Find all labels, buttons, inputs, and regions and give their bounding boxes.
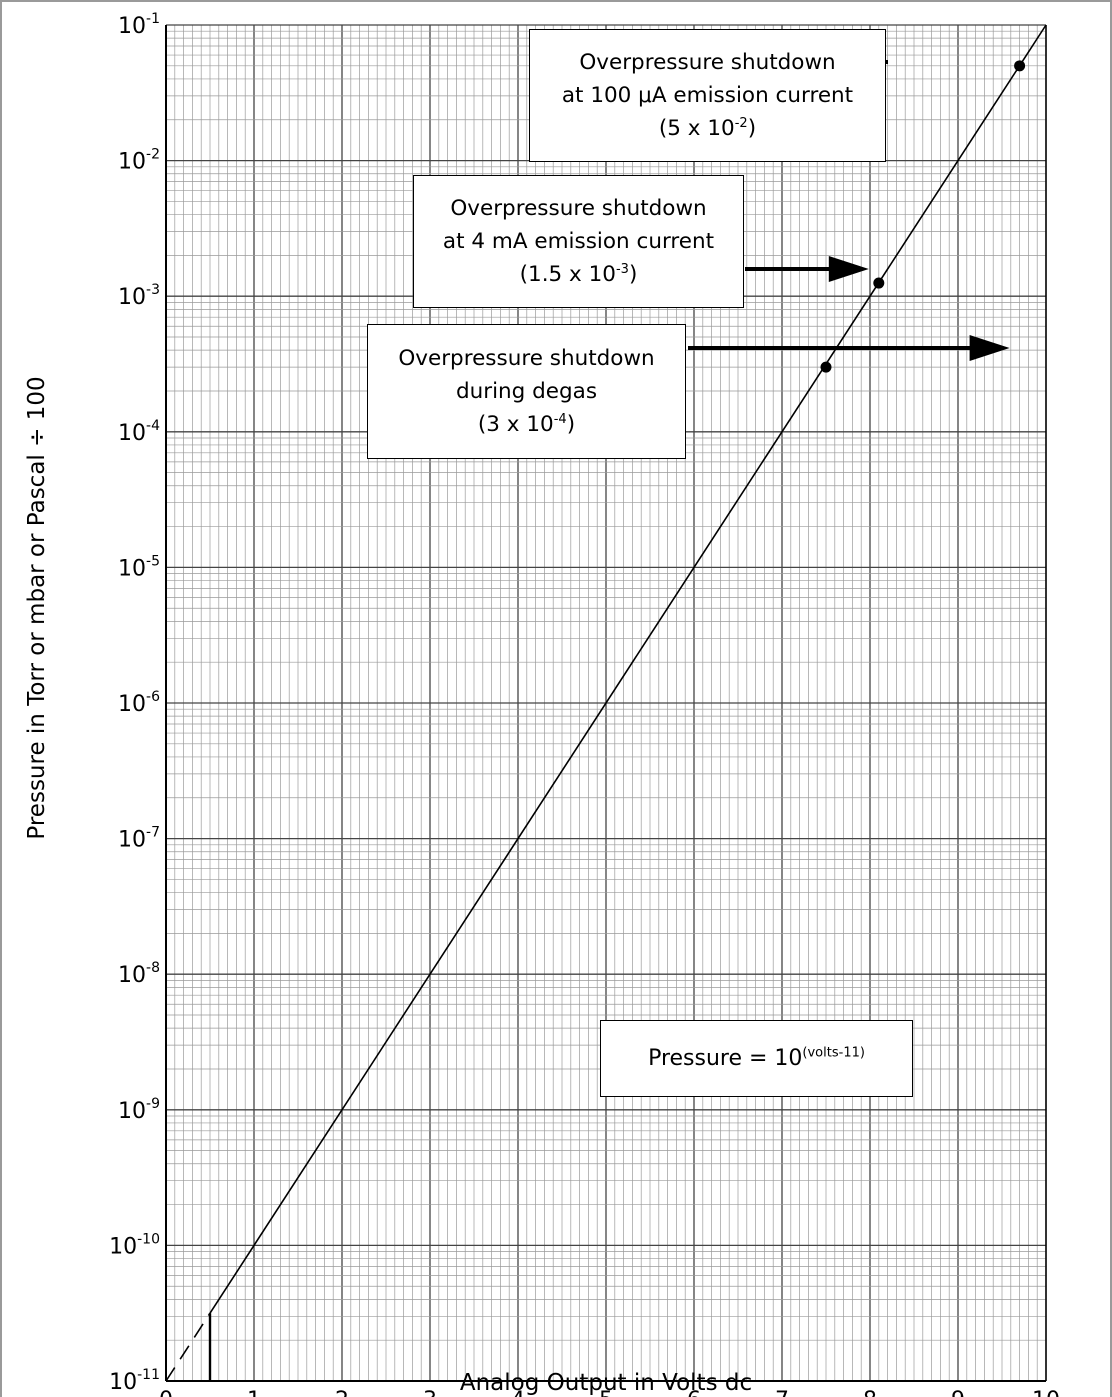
callout-4ma-exponent: -3 bbox=[615, 261, 629, 277]
y-tick-label: 10-6 bbox=[118, 689, 160, 717]
chart-axes bbox=[165, 25, 1047, 1382]
y-tick-label: 10-7 bbox=[118, 825, 160, 853]
y-tick-label: 10-1 bbox=[118, 11, 160, 39]
data-point bbox=[873, 277, 885, 289]
callout-100ua-line1: Overpressure shutdown bbox=[579, 50, 836, 75]
x-tick-label: 3 bbox=[423, 1388, 437, 1397]
chart-series bbox=[165, 24, 1047, 1382]
x-tick-label: 0 bbox=[159, 1388, 173, 1397]
y-tick-label: 10-3 bbox=[118, 282, 160, 310]
arrow-head bbox=[969, 335, 1010, 361]
callout-4ma-line3: (1.5 x 10-3) bbox=[414, 258, 743, 291]
arrow-head bbox=[828, 256, 869, 282]
arrow-degas bbox=[688, 335, 1010, 361]
callout-100ua-close: ) bbox=[747, 116, 757, 141]
x-tick-label: 6 bbox=[687, 1388, 701, 1397]
callout-degas-close: ) bbox=[566, 412, 576, 437]
callout-100ua-line3: (5 x 10-2) bbox=[530, 112, 885, 145]
formula-base: Pressure = 10 bbox=[648, 1046, 803, 1071]
chart-labels: 0 1 2 3 4 5 6 7 8 9 10 10-11 10-10 10-9 10-8 10-7 10-6 10… bbox=[24, 11, 1060, 1397]
series-line-solid bbox=[209, 24, 1047, 1314]
x-tick-label: 8 bbox=[863, 1388, 877, 1397]
x-tick-label: 7 bbox=[775, 1388, 789, 1397]
y-tick-label: 10-11 bbox=[109, 1367, 160, 1395]
callout-100ua-line2: at 100 μA emission current bbox=[561, 83, 854, 108]
data-point bbox=[820, 361, 832, 373]
callout-degas-value: (3 x 10 bbox=[477, 412, 554, 437]
formula-text: Pressure = 10(volts-11) bbox=[601, 1042, 912, 1075]
callout-degas-exponent: -4 bbox=[553, 411, 567, 427]
callout-4ma-line2: at 4 mA emission current bbox=[442, 229, 715, 254]
callout-degas-line2: during degas bbox=[455, 379, 598, 404]
y-axis-title: Pressure in Torr or mbar or Pascal ÷ 100 bbox=[24, 376, 50, 839]
arrow-4ma bbox=[745, 256, 869, 282]
callout-4ma-close: ) bbox=[628, 262, 638, 287]
y-tick-label: 10-5 bbox=[118, 553, 160, 581]
callout-100ua-value: (5 x 10 bbox=[658, 116, 735, 141]
chart-grid bbox=[165, 24, 1047, 1382]
chart-points bbox=[820, 60, 1026, 373]
x-tick-label: 2 bbox=[335, 1388, 349, 1397]
y-tick-label: 10-9 bbox=[118, 1096, 160, 1124]
x-tick-label: 9 bbox=[951, 1388, 965, 1397]
y-tick-label: 10-10 bbox=[109, 1231, 160, 1259]
y-tick-label: 10-4 bbox=[118, 418, 160, 446]
x-tick-label: 4 bbox=[511, 1388, 525, 1397]
callout-100ua-shutdown: Overpressure shutdown at 100 μA emission… bbox=[529, 29, 886, 162]
x-axis-title: Analog Output in Volts dc bbox=[460, 1370, 752, 1396]
y-tick-label: 10-2 bbox=[118, 147, 160, 175]
callout-100ua-exponent: -2 bbox=[734, 115, 748, 131]
x-tick-label: 5 bbox=[599, 1388, 613, 1397]
formula-exponent: (volts-11) bbox=[802, 1045, 865, 1061]
callout-degas-shutdown: Overpressure shutdown during degas (3 x … bbox=[367, 324, 686, 459]
callout-degas-line3: (3 x 10-4) bbox=[368, 408, 685, 441]
x-tick-label: 1 bbox=[247, 1388, 261, 1397]
series-line-dashed bbox=[165, 1312, 211, 1382]
y-tick-label: 10-8 bbox=[118, 960, 160, 988]
callout-4ma-value: (1.5 x 10 bbox=[519, 262, 616, 287]
callout-degas-line1: Overpressure shutdown bbox=[398, 346, 655, 371]
formula-box: Pressure = 10(volts-11) bbox=[600, 1020, 913, 1097]
x-tick-label: 10 bbox=[1032, 1388, 1060, 1397]
callout-4ma-line1: Overpressure shutdown bbox=[450, 196, 707, 221]
callout-4ma-shutdown: Overpressure shutdown at 4 mA emission c… bbox=[413, 175, 744, 308]
data-point bbox=[1014, 60, 1026, 72]
